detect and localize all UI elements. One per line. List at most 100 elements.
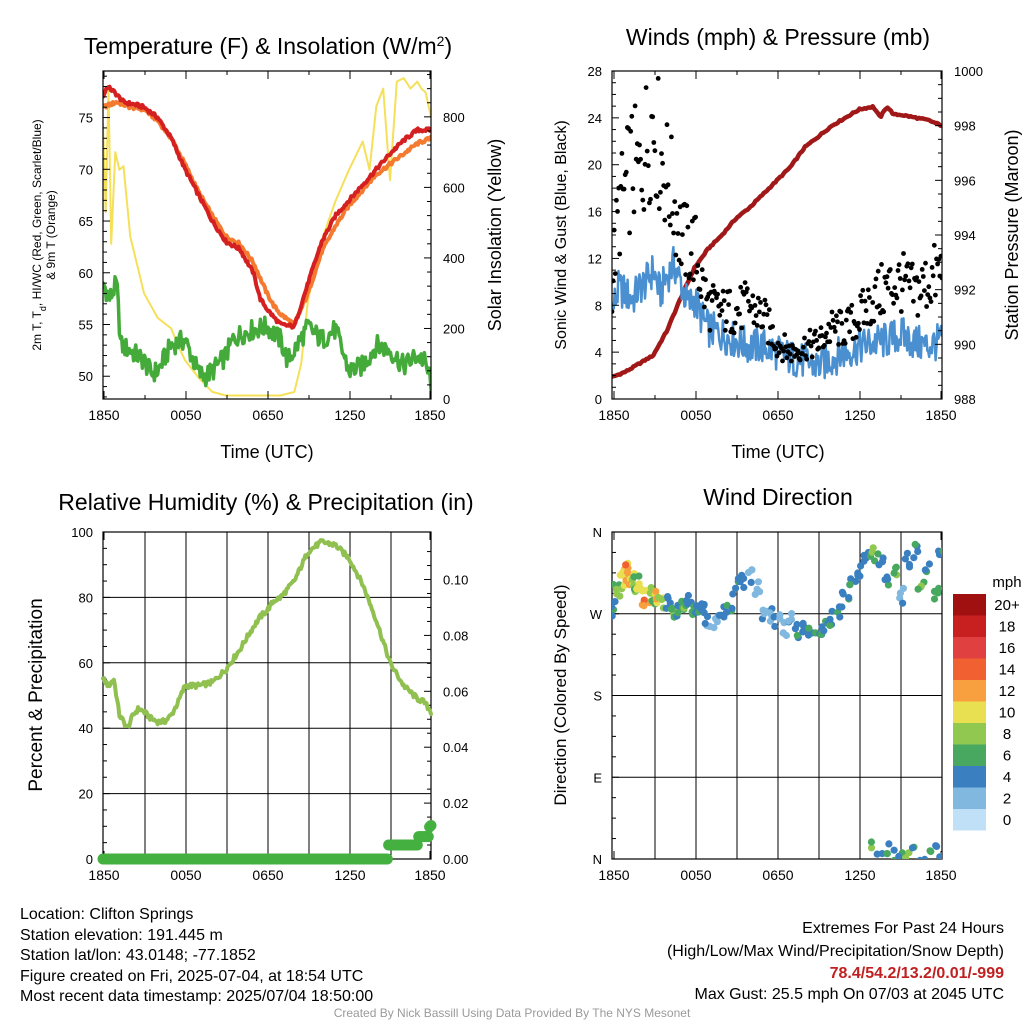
gust-point: [727, 288, 733, 294]
y2-tick-label: 998: [954, 119, 976, 134]
gust-point: [735, 305, 740, 311]
direction-point: [867, 844, 876, 852]
y-tick-label: 100: [71, 525, 93, 540]
gust-point: [794, 352, 800, 357]
gust-point: [824, 330, 829, 336]
gust-point: [658, 189, 663, 195]
direction-point: [925, 560, 934, 568]
gust-point: [612, 271, 618, 276]
gust-point: [894, 295, 900, 301]
gust-point: [849, 302, 855, 308]
gust-point: [835, 319, 840, 325]
gust-point: [831, 324, 837, 330]
y2-tick-label: 400: [443, 251, 465, 266]
legend-swatch: [953, 680, 986, 702]
direction-point: [854, 569, 862, 577]
gust-point: [871, 318, 877, 324]
gust-point: [782, 332, 788, 337]
solar-insolation-line: [103, 77, 431, 397]
gust-point: [827, 339, 833, 345]
gust-point: [754, 323, 760, 328]
legend-label: 18: [999, 619, 1016, 636]
gust-point: [857, 327, 862, 332]
y-axis-label: Direction (Colored By Speed): [551, 584, 570, 805]
y-tick-label: 60: [79, 656, 93, 671]
gust-point: [809, 354, 815, 360]
direction-point: [875, 561, 883, 569]
gust-point: [731, 330, 737, 336]
gust-point: [898, 309, 904, 314]
y-tick-label: 80: [79, 590, 93, 605]
gust-point: [699, 267, 705, 273]
extremes-subtitle: (High/Low/Max Wind/Precipitation/Snow De…: [666, 942, 1004, 960]
gust-point: [814, 338, 819, 343]
direction-point: [890, 846, 898, 854]
gust-point: [648, 196, 653, 202]
y-tick-label: N: [593, 852, 602, 867]
gust-point: [872, 284, 878, 290]
x-tick-label: 0050: [680, 407, 711, 423]
x-tick-label: 1850: [414, 867, 445, 883]
gust-point: [933, 292, 938, 298]
direction-point: [751, 590, 759, 599]
y-tick-label: 20: [79, 787, 93, 802]
relative-humidity-line: [101, 538, 433, 729]
gust-point: [797, 357, 803, 363]
gust-point: [710, 283, 716, 288]
direction-point: [883, 573, 891, 581]
plot-frame: [102, 531, 432, 860]
gust-point: [632, 103, 638, 109]
gust-point: [698, 294, 704, 300]
gust-point: [906, 278, 912, 284]
y-axis-label: Sonic Wind & Gust (Blue, Black): [553, 120, 570, 349]
gust-point: [780, 358, 785, 364]
gust-point: [637, 142, 642, 148]
gust-point: [896, 262, 902, 268]
gust-point: [660, 160, 665, 166]
gust-point: [808, 343, 814, 349]
gust-point: [644, 148, 650, 154]
gust-point: [929, 265, 935, 270]
gust-point: [687, 271, 693, 277]
direction-point: [874, 550, 882, 558]
direction-point: [771, 622, 779, 631]
gust-point: [781, 348, 786, 354]
gust-point: [922, 288, 927, 293]
y2-tick-label: 0.02: [443, 796, 468, 811]
y2-tick-label: 0.00: [443, 852, 468, 867]
humidity-series: [97, 538, 437, 865]
direction-point: [910, 554, 918, 562]
direction-point: [748, 566, 756, 574]
gust-point: [695, 263, 701, 268]
gust-point: [724, 319, 729, 325]
gust-point: [752, 303, 758, 308]
gust-point: [821, 343, 827, 348]
gust-point: [739, 325, 745, 331]
gust-point: [873, 276, 879, 282]
gust-point: [631, 209, 637, 215]
gust-point: [856, 320, 861, 326]
gust-point: [755, 295, 761, 301]
gust-point: [927, 295, 933, 301]
gust-point: [892, 285, 898, 290]
latlon-text: Station lat/lon: 43.0148; -77.1852: [20, 947, 256, 964]
chart-title: Wind Direction: [703, 484, 853, 510]
legend-swatch: [953, 637, 986, 659]
gust-point: [720, 288, 726, 294]
x-tick-label: 1850: [925, 407, 956, 423]
gust-point: [647, 200, 652, 206]
y-tick-label: W: [590, 607, 603, 622]
x-tick-label: 0650: [252, 407, 283, 423]
legend-label: 8: [1003, 726, 1011, 743]
gust-point: [621, 186, 627, 192]
direction-point: [826, 621, 834, 630]
y2-tick-label: 200: [443, 321, 465, 336]
y-tick-label: 28: [588, 64, 602, 79]
gust-point: [784, 355, 790, 361]
two-meter-temp-line: [103, 84, 431, 330]
gust-point: [670, 211, 675, 216]
x-tick-label: 0050: [680, 867, 711, 883]
direction-point: [914, 547, 922, 556]
precipitation-point: [411, 839, 423, 851]
direction-point: [921, 566, 930, 574]
